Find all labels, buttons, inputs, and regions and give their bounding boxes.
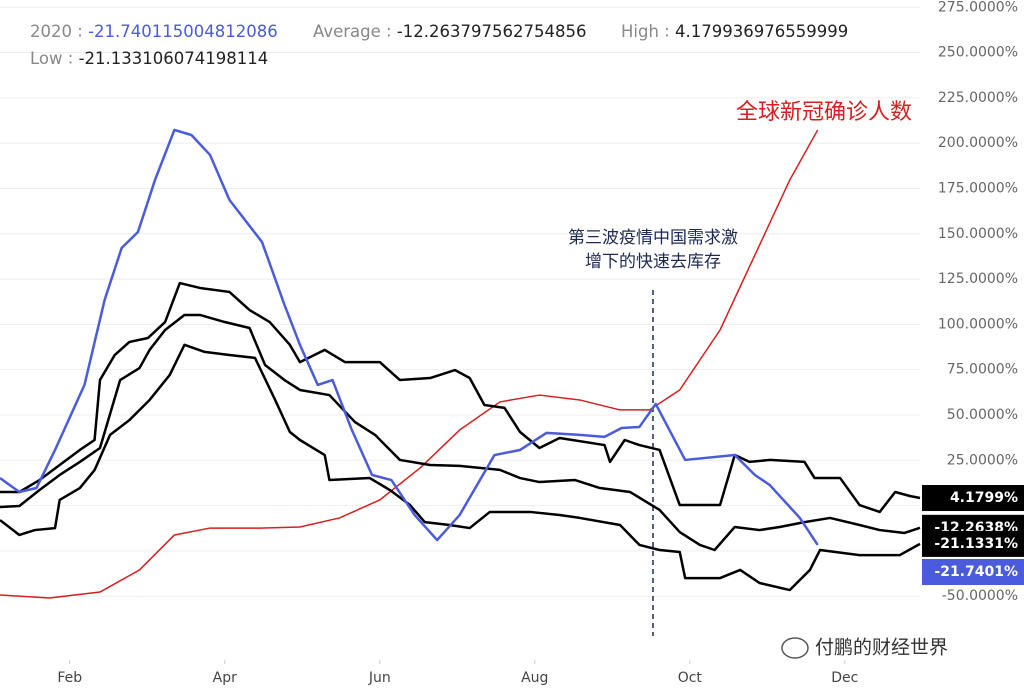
y-tick-label: 250.0000% (938, 45, 1018, 61)
legend-value: -21.133106074198114 (79, 49, 269, 68)
end-label: -21.1331% (934, 536, 1018, 552)
legend-label: 2020 (30, 22, 72, 41)
series-line (0, 281, 921, 514)
series-line (0, 313, 921, 552)
legend-item: Low : -21.133106074198114 (30, 49, 268, 68)
y-tick-label: 25.0000% (947, 452, 1018, 468)
legend-value: 4.179936976559999 (675, 22, 848, 41)
y-tick-label: 275.0000% (938, 0, 1018, 15)
end-label: -21.7401% (934, 564, 1018, 580)
x-tick-label: Jun (368, 670, 391, 686)
watermark-icon (781, 637, 809, 659)
watermark-text: 付鹏的财经世界 (815, 637, 948, 659)
y-tick-label: -50.0000% (942, 588, 1018, 604)
x-tick-label: Apr (213, 670, 237, 686)
series-line (0, 129, 819, 599)
end-label: 4.1799% (950, 490, 1018, 506)
x-tick-label: Dec (831, 670, 858, 686)
end-label-box (922, 530, 1024, 557)
legend-item: 2020 : -21.740115004812086 (30, 22, 278, 41)
legend-item: High : 4.179936976559999 (621, 22, 848, 41)
y-tick-label: 125.0000% (938, 271, 1018, 287)
annotation: 增下的快速去库存 (585, 252, 721, 272)
y-tick-label: 75.0000% (947, 362, 1018, 378)
y-tick-label: 225.0000% (938, 90, 1018, 106)
watermark: 付鹏的财经世界 (781, 637, 948, 659)
legend-value: -21.740115004812086 (88, 22, 278, 41)
annotation: 第三波疫情中国需求激 (568, 228, 738, 248)
end-label-box (922, 485, 1024, 512)
legend-label: High (621, 22, 659, 41)
end-label-box (922, 558, 1024, 585)
series-label: 全球新冠确诊人数 (736, 100, 912, 125)
y-tick-label: 150.0000% (938, 226, 1018, 242)
y-tick-label: 100.0000% (938, 316, 1018, 332)
x-tick-label: Oct (678, 670, 703, 686)
series-line (0, 128, 819, 546)
x-tick-label: Feb (57, 670, 82, 686)
x-tick-label: Aug (521, 670, 548, 686)
y-tick-label: 200.0000% (938, 135, 1018, 151)
legend-item: Average : -12.263797562754856 (313, 22, 587, 41)
y-tick-label: 175.0000% (938, 180, 1018, 196)
legend-label: Low (30, 49, 63, 68)
legend-value: -12.263797562754856 (397, 22, 587, 41)
series-line (0, 343, 921, 592)
legend-label: Average (313, 22, 381, 41)
y-tick-label: 50.0000% (947, 407, 1018, 423)
